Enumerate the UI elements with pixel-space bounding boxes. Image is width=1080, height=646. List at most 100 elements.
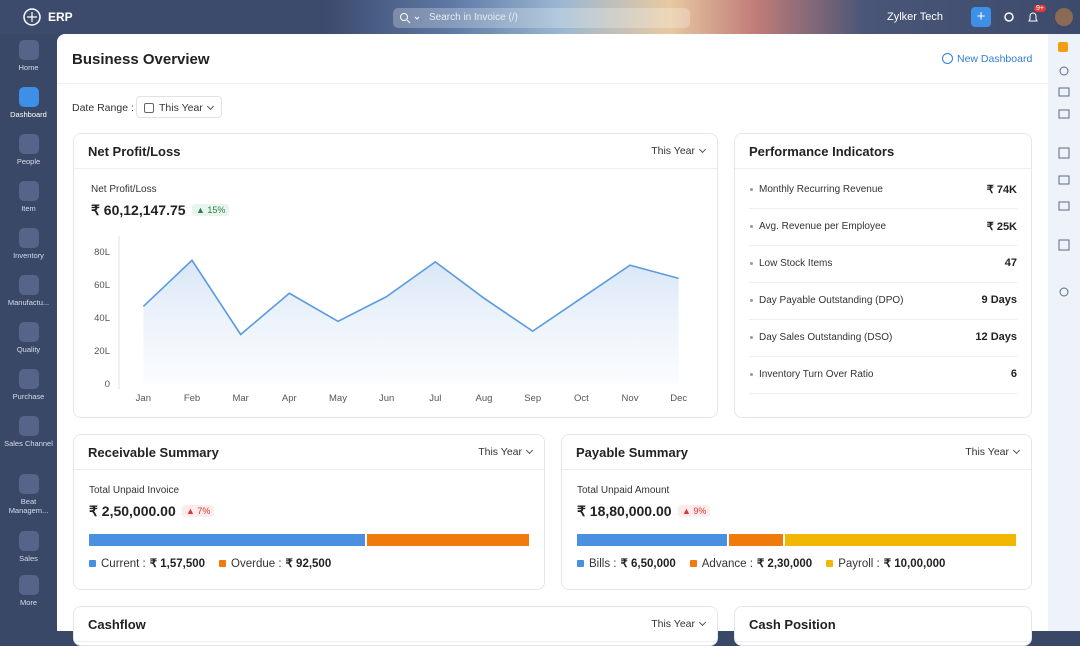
x-tick-label: Apr <box>282 393 297 404</box>
card-filter[interactable]: This Year <box>651 618 705 630</box>
kpi-dot <box>750 299 753 302</box>
card-filter[interactable]: This Year <box>651 145 705 157</box>
new-dashboard-link[interactable]: New Dashboard <box>942 53 1032 65</box>
metric-value: ₹ 18,80,000.00 <box>577 503 672 519</box>
sidebar-item[interactable]: Sales <box>0 531 57 563</box>
sidebar-item[interactable]: Purchase <box>0 369 57 401</box>
sidebar-item[interactable]: Quality <box>0 322 57 354</box>
search-placeholder: Search in Invoice (/) <box>429 12 518 23</box>
sidebar-item[interactable]: Beat Managem... <box>0 474 57 515</box>
legend-name: Current : <box>101 558 146 570</box>
sidebar-label: Quality <box>16 345 41 354</box>
payable-card: Payable Summary This Year Total Unpaid Amo… <box>561 434 1032 590</box>
date-range-label: Date Range : <box>72 102 134 114</box>
add-button[interactable]: + <box>971 7 991 27</box>
sidebar-item[interactable]: People <box>0 134 57 166</box>
metric-label: Total Unpaid Amount <box>577 485 670 496</box>
sidebar-label: More <box>19 598 38 607</box>
page: ERP Search in Invoice (/) Zylker Tech + … <box>0 0 1080 631</box>
top-bar: ERP Search in Invoice (/) Zylker Tech + … <box>0 0 1080 34</box>
kpi-row: Low Stock Items 47 <box>749 246 1017 283</box>
kpi-dot <box>750 262 753 265</box>
x-tick-label: Jul <box>429 393 441 404</box>
card-filter[interactable]: This Year <box>478 446 532 458</box>
org-switcher[interactable]: Zylker Tech <box>887 11 944 23</box>
y-tick-label: 60L <box>94 280 110 291</box>
x-tick-label: May <box>329 393 347 404</box>
sidebar-label: Manufactu... <box>7 298 50 307</box>
legend-value: ₹ 92,500 <box>285 558 332 570</box>
sidebar-label: Item <box>21 204 36 213</box>
kpi-name: Low Stock Items <box>759 258 833 269</box>
sidebar-icon <box>18 322 39 342</box>
sidebar-item[interactable]: More <box>0 575 57 607</box>
sidebar-item[interactable]: Inventory <box>0 228 57 260</box>
kpi-dot <box>750 225 753 228</box>
bar-segment <box>729 534 783 546</box>
x-tick-label: Jun <box>379 393 394 404</box>
bell-icon[interactable] <box>1026 10 1040 24</box>
kpi-name: Day Sales Outstanding (DSO) <box>759 332 893 343</box>
legend-name: Overdue : <box>231 558 282 570</box>
x-tick-label: Dec <box>670 393 687 404</box>
logo <box>23 8 41 26</box>
kpi-value: ₹ 74K <box>986 184 1017 196</box>
legend-value: ₹ 10,00,000 <box>883 558 946 570</box>
sidebar-icon <box>18 228 39 248</box>
page-title: Business Overview <box>72 51 210 68</box>
new-dashboard-text: New Dashboard <box>957 53 1033 65</box>
y-tick-label: 40L <box>94 313 110 324</box>
y-tick-label: 80L <box>94 247 110 258</box>
line-chart: 0 20L 40L 60L 80L Jan Feb Mar Apr May Jun Jul Aug Sep… <box>94 236 687 404</box>
sidebar-label: Sales Channel <box>4 439 53 448</box>
card-filter[interactable]: This Year <box>965 446 1019 458</box>
kpi-dot <box>750 188 753 191</box>
legend-swatch <box>826 560 834 567</box>
date-range-select[interactable]: This Year <box>136 96 222 118</box>
legend-item: Bills : ₹ 6,50,000 <box>577 558 676 570</box>
notification-badge: 9+ <box>1034 5 1046 12</box>
sidebar-item[interactable]: Sales Channel <box>0 416 57 448</box>
kpi-name: Monthly Recurring Revenue <box>759 184 883 195</box>
cash-position-card: Cash Position <box>734 606 1032 646</box>
legend-name: Bills : <box>589 558 617 570</box>
sidebar-icon <box>18 575 39 595</box>
legend-name: Payroll : <box>838 558 880 570</box>
sidebar-icon <box>18 275 39 295</box>
legend-swatch <box>577 560 584 567</box>
avatar[interactable] <box>1055 8 1073 26</box>
change-value: 9% <box>693 506 707 516</box>
card-title: Payable Summary <box>576 445 689 460</box>
settings-icon[interactable] <box>1002 10 1016 24</box>
legend-swatch <box>689 560 697 567</box>
kpi-value: 9 Days <box>981 294 1017 306</box>
kpi-value: 47 <box>1004 257 1017 269</box>
metric-label: Net Profit/Loss <box>91 184 157 195</box>
kpi-row: Inventory Turn Over Ratio 6 <box>749 357 1017 394</box>
card-title: Performance Indicators <box>749 144 895 159</box>
search-box[interactable]: Search in Invoice (/) <box>393 8 690 28</box>
y-tick-label: 0 <box>105 379 110 390</box>
metric-label: Total Unpaid Invoice <box>89 485 180 496</box>
kpi-value: 12 Days <box>975 331 1017 343</box>
sidebar-item[interactable]: Home <box>0 40 57 72</box>
change-badge: ▲ 15% <box>192 204 230 216</box>
sidebar-item[interactable]: Item <box>0 181 57 213</box>
kpi-row: Day Payable Outstanding (DPO) 9 Days <box>749 283 1017 320</box>
sidebar-label: Beat Managem... <box>8 497 49 515</box>
x-tick-label: Aug <box>476 393 493 404</box>
card-header: Payable Summary This Year <box>562 435 1031 470</box>
line <box>142 259 679 336</box>
net-profit-card: Net Profit/Loss This Year Net Profit/Loss… <box>73 133 718 418</box>
kpi-value: ₹ 25K <box>986 221 1017 233</box>
kpi-dot <box>750 336 753 339</box>
sidebar-icon <box>18 416 39 436</box>
area <box>143 260 679 384</box>
sidebar: Home Dashboard People Item Inventory Manufact… <box>0 34 57 631</box>
sidebar-item[interactable]: Manufactu... <box>0 275 57 307</box>
sidebar-label: Purchase <box>12 392 45 401</box>
toolbar-icons <box>1058 66 1070 297</box>
kpi-row: Avg. Revenue per Employee ₹ 25K <box>749 209 1017 246</box>
sidebar-item[interactable]: Dashboard <box>0 87 57 119</box>
search-icon <box>400 13 420 24</box>
